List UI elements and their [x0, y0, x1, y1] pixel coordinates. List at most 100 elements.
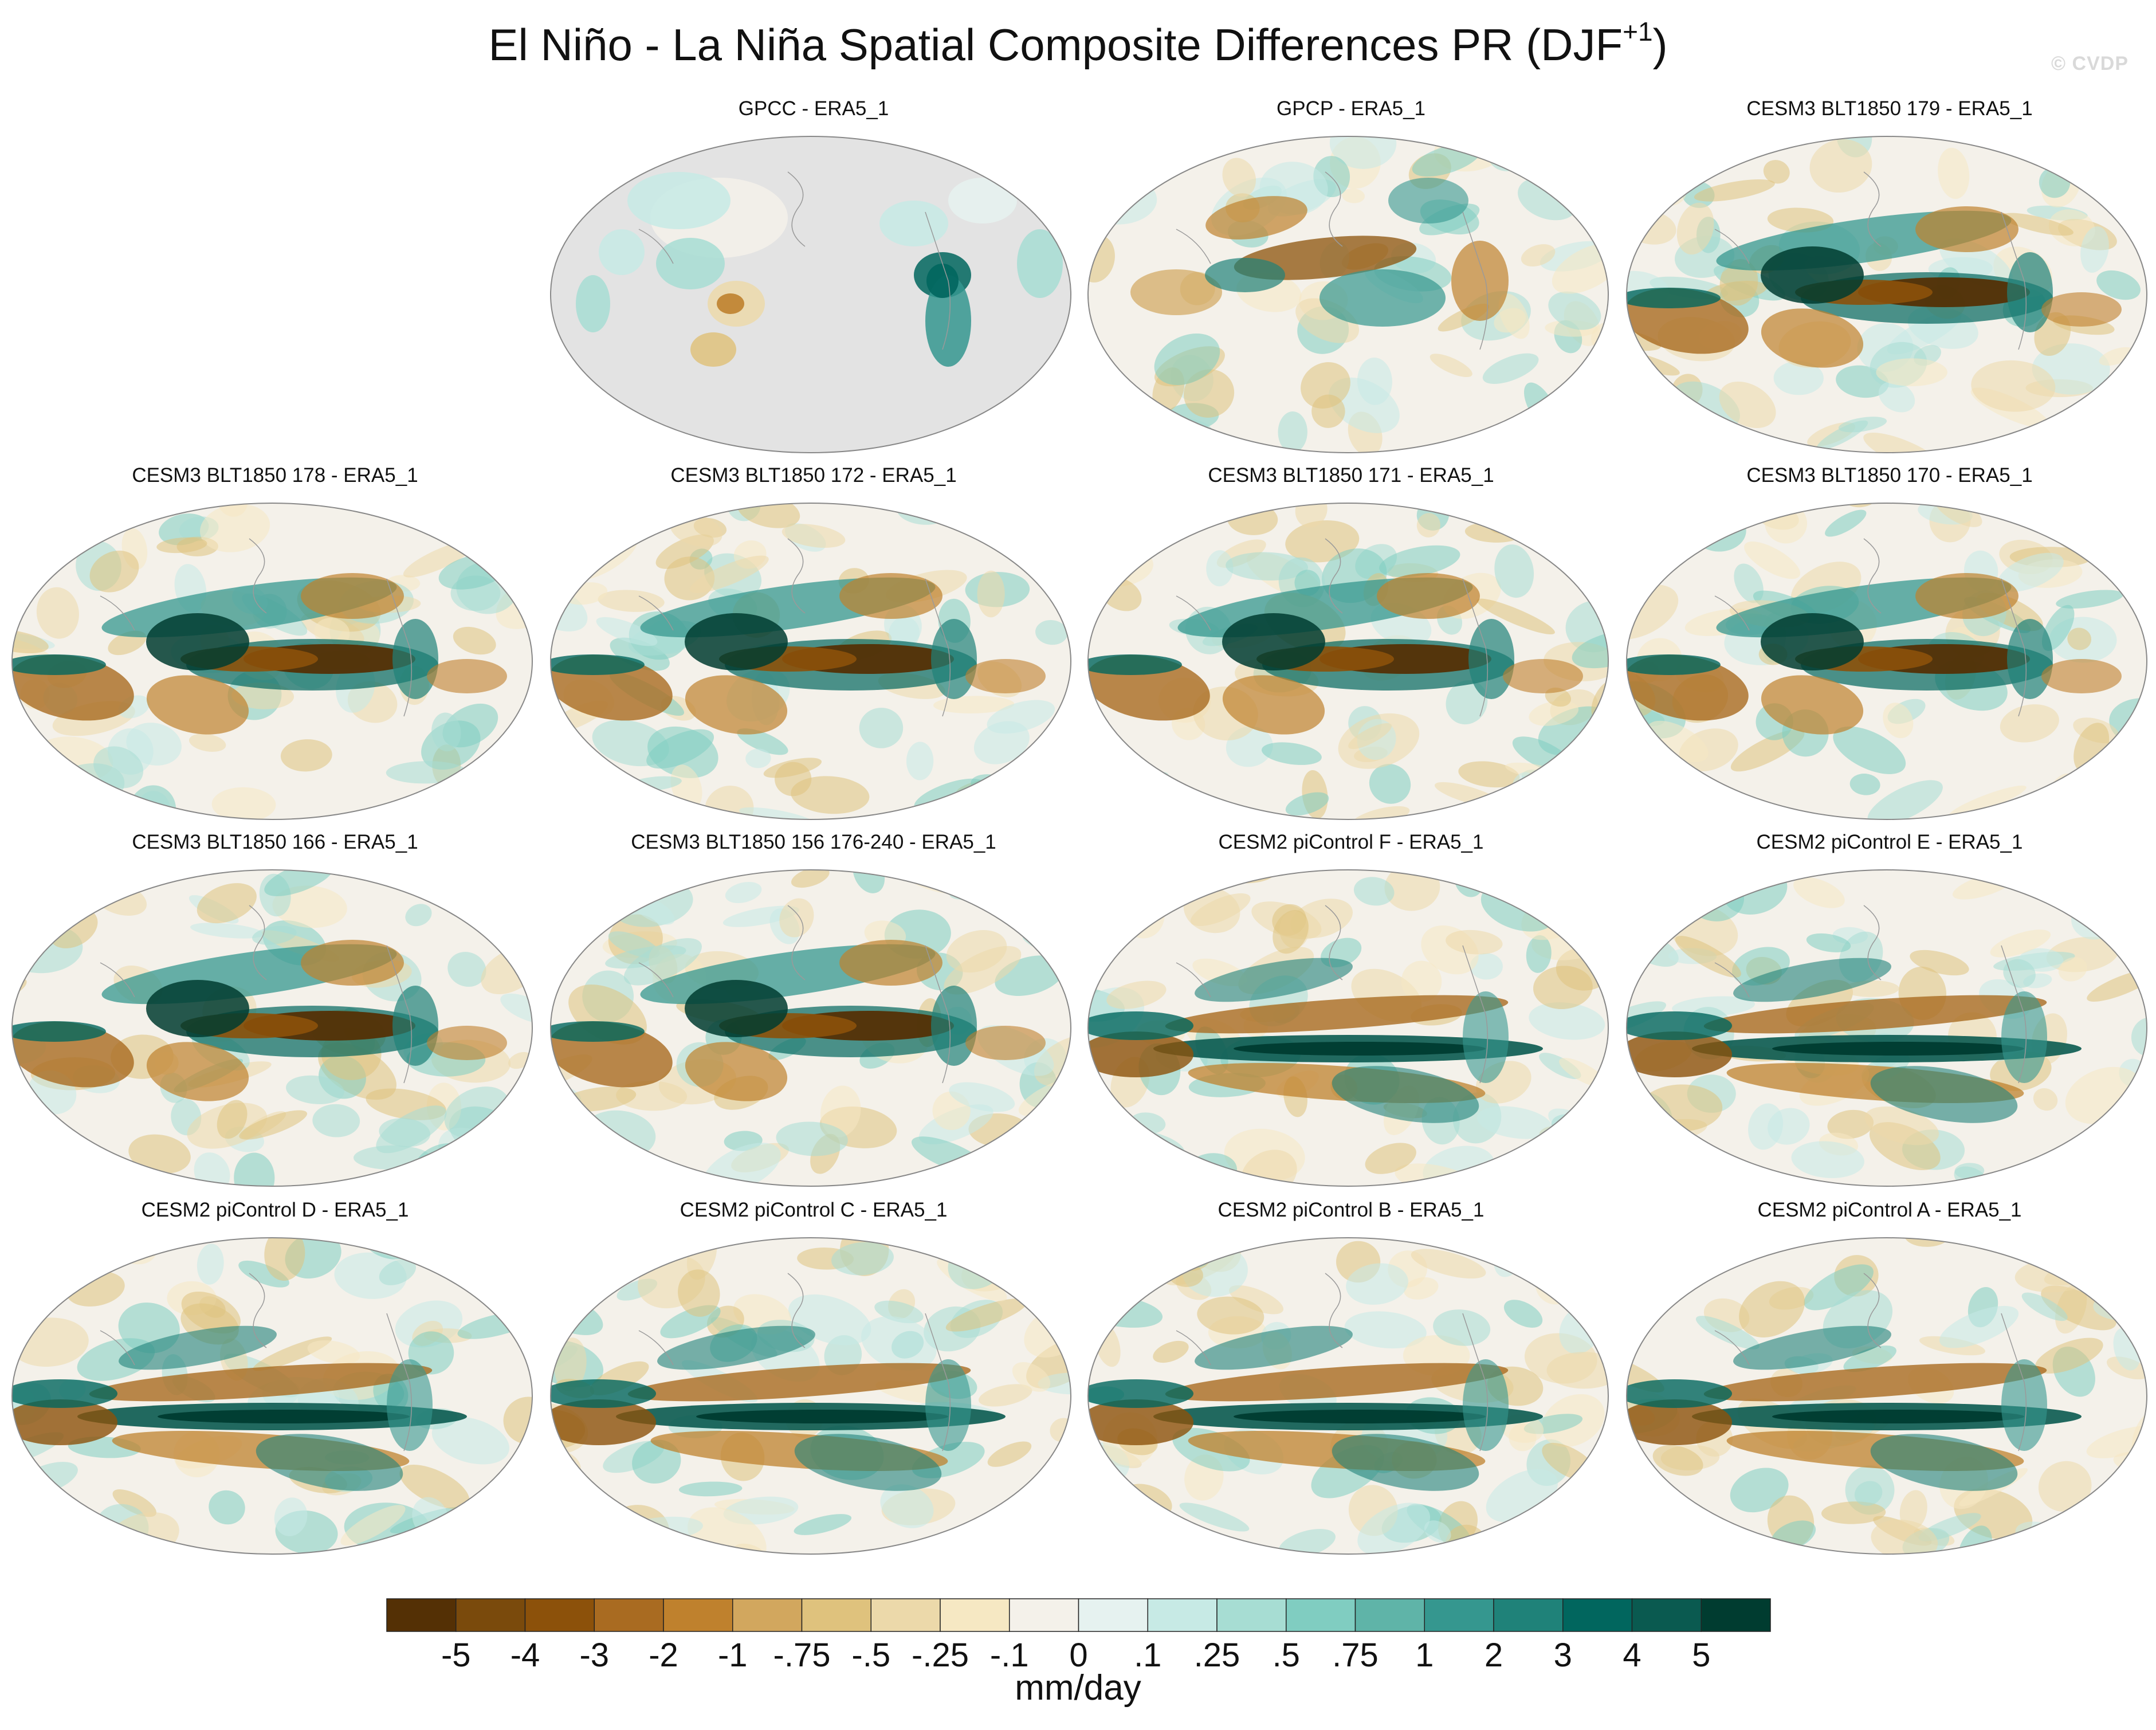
- anomaly-patch: [598, 590, 665, 612]
- anomaly-patch: [1772, 1410, 2024, 1423]
- anomaly-patch: [1744, 542, 1801, 579]
- anomaly-patch: [1234, 1042, 1486, 1056]
- anomaly-patch: [431, 1417, 510, 1465]
- coastline: [100, 1273, 413, 1452]
- anomaly-patch: [1468, 619, 1514, 699]
- anomaly-patch: [1915, 206, 2018, 252]
- anomaly-patch: [949, 1082, 1015, 1112]
- anomaly-patch: [1915, 573, 2018, 619]
- colorbar-swatch: [1424, 1598, 1494, 1632]
- anomaly-patch: [1867, 780, 1943, 819]
- anomaly-patch: [2007, 619, 2053, 699]
- anomaly-patch: [839, 573, 942, 619]
- coastline: [638, 905, 951, 1084]
- anomaly-patch: [987, 1441, 1032, 1467]
- anomaly-patch: [2000, 704, 2059, 743]
- anomaly-patch: [1793, 877, 1845, 908]
- map-panel: [11, 1237, 533, 1555]
- anomaly-patch: [399, 1465, 470, 1509]
- anomaly-patch: [209, 1490, 245, 1525]
- anomaly-patch: [1357, 1503, 1431, 1554]
- map-border: [1087, 503, 1609, 820]
- anomaly-patch: [632, 1439, 681, 1484]
- anomaly-patch: [12, 1379, 117, 1408]
- land-anomaly-region: [925, 275, 971, 367]
- anomaly-patch: [1411, 1249, 1486, 1279]
- coastline: [1176, 538, 1489, 717]
- anomaly-patch: [1703, 1363, 2047, 1402]
- anomaly-patch: [1088, 1379, 1193, 1408]
- anomaly-patch: [2041, 292, 2122, 327]
- anomaly-patch: [820, 1085, 861, 1137]
- map-panel: [550, 869, 1071, 1187]
- panel-title: CESM2 piControl D - ERA5_1: [141, 1199, 409, 1221]
- anomaly-patch: [1088, 1399, 1193, 1445]
- anomaly-patch: [272, 885, 347, 928]
- colorbar-tick-label: -.25: [912, 1637, 969, 1674]
- anomaly-patch: [503, 1396, 532, 1445]
- panel-title: CESM2 piControl C - ERA5_1: [680, 1199, 948, 1221]
- map-border: [1087, 1237, 1609, 1555]
- anomaly-patch: [1719, 381, 1776, 428]
- anomaly-patch: [2041, 659, 2122, 693]
- anomaly-patch: [1278, 411, 1307, 453]
- anomaly-patch: [2033, 1088, 2058, 1111]
- anomaly-patch: [1226, 552, 1308, 580]
- anomaly-patch: [1572, 630, 1608, 669]
- colorbar-tick-label: 2: [1484, 1637, 1503, 1674]
- anomaly-patch: [387, 1359, 433, 1451]
- anomaly-patch: [987, 700, 1055, 734]
- map-border: [1087, 136, 1609, 453]
- anomaly-patch: [2038, 1461, 2092, 1512]
- anomaly-patch: [678, 1269, 720, 1317]
- map-border: [1626, 1237, 2147, 1555]
- anomaly-patch: [1433, 1309, 1491, 1346]
- anomaly-patch: [1430, 354, 1472, 377]
- land-anomaly-region: [926, 264, 959, 298]
- anomaly-patch: [1446, 929, 1503, 955]
- anomaly-patch: [2001, 991, 2047, 1083]
- colorbar-tick-label: -4: [510, 1637, 540, 1674]
- anomaly-patch: [1739, 1281, 1805, 1337]
- panel-title: CESM3 BLT1850 156 176-240 - ERA5_1: [631, 831, 996, 853]
- anomaly-patch: [1463, 1359, 1509, 1451]
- anomaly-patch: [1627, 327, 1662, 351]
- coastline: [1714, 1273, 2027, 1452]
- anomaly-patch: [861, 1316, 937, 1371]
- anomaly-patch: [1503, 1300, 1543, 1328]
- anomaly-patch: [1477, 1106, 1553, 1139]
- colorbar-swatch: [663, 1598, 733, 1632]
- colorbar-swatch: [1147, 1598, 1218, 1632]
- anomaly-patch: [1529, 1002, 1605, 1040]
- title-text: El Niño - La Niña Spatial Composite Diff…: [488, 19, 1623, 70]
- anomaly-patch: [146, 980, 249, 1037]
- anomaly-patch: [616, 1081, 688, 1111]
- anomaly-patch: [1627, 288, 1721, 308]
- coastline: [1176, 905, 1489, 1084]
- anomaly-patch: [1647, 720, 1709, 763]
- anomaly-patch: [2067, 627, 2092, 650]
- anomaly-patch: [1295, 503, 1328, 528]
- colorbar-swatch: [940, 1598, 1010, 1632]
- map-panel: [11, 503, 533, 820]
- anomaly-patch: [36, 587, 79, 639]
- anomaly-patch: [1285, 520, 1360, 563]
- colorbar-tick-label: .1: [1134, 1637, 1162, 1674]
- anomaly-patch: [1627, 1399, 1732, 1445]
- anomaly-patch: [859, 708, 904, 748]
- anomaly-patch: [1130, 269, 1222, 315]
- anomaly-patch: [392, 619, 438, 699]
- coastline: [1714, 905, 2027, 1084]
- anomaly-patch: [1348, 723, 1392, 750]
- map-border: [1087, 869, 1609, 1187]
- colorbar-swatch: [1354, 1598, 1425, 1632]
- anomaly-patch: [181, 1291, 241, 1334]
- map-panel: [1087, 503, 1609, 820]
- anomaly-patch: [128, 1134, 191, 1174]
- anomaly-patch: [685, 1042, 788, 1101]
- anomaly-patch: [925, 1359, 971, 1451]
- anomaly-patch: [1821, 1501, 1886, 1524]
- anomaly-patch: [1498, 293, 1530, 339]
- anomaly-patch: [1379, 545, 1460, 578]
- anomaly-patch: [1934, 503, 1982, 527]
